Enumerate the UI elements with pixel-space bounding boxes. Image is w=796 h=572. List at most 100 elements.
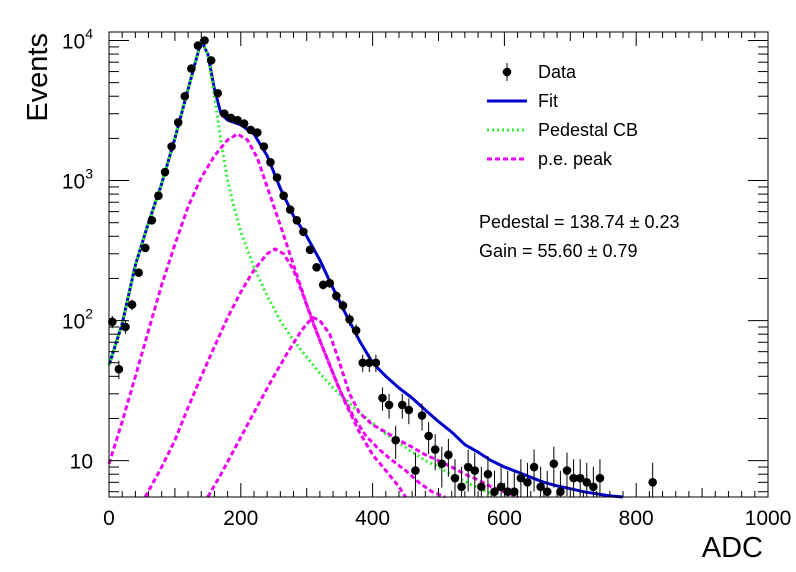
data-point (351, 324, 361, 338)
y-tick-label: 104 (62, 26, 93, 54)
data-point (529, 449, 539, 492)
data-point (180, 91, 190, 101)
data-point-marker (305, 245, 315, 255)
data-point-marker (595, 473, 605, 483)
data-point-marker (463, 462, 473, 472)
data-point-marker (351, 326, 361, 335)
data-point (325, 278, 335, 288)
data-point (160, 167, 170, 177)
y-tick-base: 10 (70, 451, 93, 474)
data-points-layer (107, 36, 657, 497)
data-point (648, 462, 657, 497)
data-point (549, 446, 559, 488)
data-point (457, 466, 466, 497)
data-point (345, 313, 354, 326)
data-point-marker (430, 445, 440, 454)
data-point (246, 125, 255, 135)
data-point-marker (173, 118, 183, 127)
data-point (562, 452, 572, 497)
data-point (595, 459, 605, 497)
data-point (556, 470, 565, 497)
legend-entry-data: Data (502, 62, 577, 82)
data-point (536, 466, 545, 497)
data-point-marker (279, 191, 288, 200)
legend-label: Data (538, 62, 577, 82)
data-point (233, 115, 242, 125)
data-point-marker (200, 36, 209, 45)
axis-ticks (108, 32, 769, 497)
data-point-marker (536, 482, 545, 492)
data-point-marker (233, 115, 242, 125)
data-point-marker (220, 109, 229, 119)
data-point-marker (562, 466, 572, 475)
data-point-marker (391, 435, 400, 445)
data-point (226, 113, 236, 123)
y-tick-label: 103 (62, 166, 93, 194)
data-point-marker (589, 482, 598, 492)
data-point-marker (206, 56, 216, 65)
data-point (206, 56, 216, 65)
data-point (404, 398, 414, 425)
data-point-marker (180, 91, 190, 101)
y-tick-base: 10 (62, 311, 85, 334)
data-point-marker (134, 268, 143, 277)
data-point-marker (582, 478, 592, 487)
data-point (332, 291, 341, 302)
data-point-marker (529, 462, 539, 472)
y-tick-base: 10 (62, 171, 85, 194)
data-point (477, 466, 486, 497)
series-p-e-peak-3-line (206, 316, 519, 499)
data-point (200, 36, 209, 45)
data-point-marker (147, 216, 157, 225)
data-point-marker (226, 113, 236, 123)
data-point-marker (127, 300, 137, 309)
data-point-marker (450, 473, 460, 483)
data-point (490, 470, 499, 497)
data-point (299, 227, 308, 237)
data-point-marker (490, 487, 499, 497)
data-point (371, 354, 381, 373)
data-point-marker (318, 280, 328, 290)
y-tick-exponent: 2 (85, 306, 93, 322)
data-point-marker (523, 478, 532, 487)
y-tick-label: 102 (62, 306, 93, 334)
data-point-marker (404, 405, 414, 415)
data-point-marker (417, 411, 427, 420)
x-tick-label: 800 (619, 507, 654, 530)
data-point-marker (437, 459, 447, 469)
data-point (127, 299, 137, 311)
data-point-marker (107, 317, 117, 327)
legend-entry-pedestal-cb: Pedestal CB (487, 120, 638, 140)
legend-label: p.e. peak (538, 149, 613, 169)
data-point-marker (338, 301, 348, 310)
x-axis-title: ADC (702, 532, 763, 564)
data-point-marker (648, 478, 657, 487)
data-point (193, 41, 203, 50)
data-point (582, 462, 592, 497)
data-point-marker (285, 205, 295, 214)
data-point (154, 191, 163, 200)
data-point (575, 459, 585, 497)
data-point-marker (154, 191, 163, 200)
data-point-marker (483, 469, 493, 479)
data-point (503, 470, 512, 497)
data-point (542, 470, 552, 497)
data-point-marker (187, 64, 196, 73)
x-tick-label: 1000 (745, 507, 792, 530)
data-point (279, 191, 288, 200)
legend-label: Pedestal CB (538, 120, 638, 140)
data-point (318, 280, 328, 290)
data-point-marker (345, 315, 354, 324)
data-point-marker (470, 466, 480, 475)
data-point (430, 434, 440, 471)
series-p-e-peak-2-line (143, 247, 446, 499)
data-point (134, 268, 143, 277)
data-point-marker (371, 358, 381, 368)
data-point-marker (384, 400, 394, 410)
x-tick-label: 600 (487, 507, 522, 530)
data-point-marker (167, 142, 176, 151)
data-point-marker (477, 482, 486, 492)
data-point (483, 455, 493, 497)
data-point (569, 459, 578, 497)
